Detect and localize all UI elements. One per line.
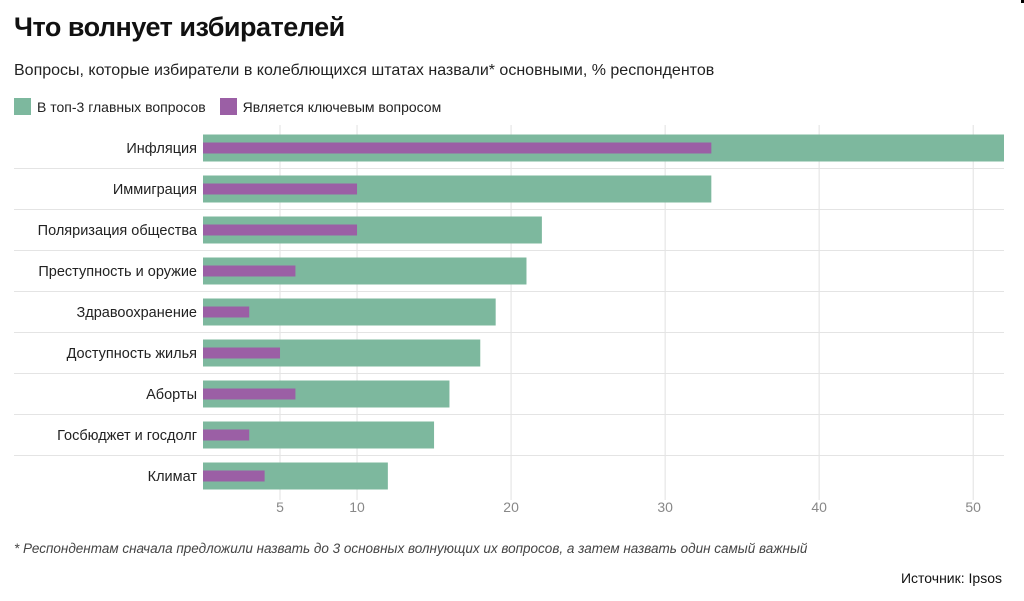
category-label-7: Госбюджет и госдолг [57,428,197,444]
legend-item-top3: В топ-3 главных вопросов [14,98,206,115]
bar-key-4 [203,306,250,318]
bar-key-5 [203,347,281,359]
chart-subtitle: Вопросы, которые избиратели в колеблющих… [14,62,715,79]
bar-key-7 [203,429,250,441]
category-label-4: Здравоохранение [77,305,197,321]
legend-label-top3: В топ-3 главных вопросов [37,98,206,115]
x-tick-label-0: 5 [276,499,284,515]
x-tick-label-3: 30 [657,499,673,515]
bar-top3-4 [203,298,496,326]
legend: В топ-3 главных вопросов Является ключев… [14,98,455,115]
legend-label-key: Является ключевым вопросом [242,98,442,115]
x-tick-label-5: 50 [965,499,981,515]
bar-key-8 [203,470,265,482]
category-label-6: Аборты [146,387,197,403]
category-label-3: Преступность и оружие [38,264,197,280]
x-tick-label-1: 10 [349,499,365,515]
legend-swatch-key [219,98,237,115]
category-label-8: Климат [148,469,198,485]
source-credit: Источник: Ipsos [900,570,1002,586]
category-label-0: Инфляция [126,141,197,157]
category-label-5: Доступность жилья [67,346,197,362]
legend-item-key: Является ключевым вопросом [219,98,442,115]
bar-key-1 [203,183,358,195]
footnote: * Респондентам сначала предложили назват… [14,541,808,556]
bar-chart: Инфляция Иммиграция Поляризация общества Пр… [14,125,1004,515]
category-label-2: Поляризация общества [38,223,198,239]
category-label-1: Иммиграция [113,182,197,198]
x-tick-label-2: 20 [503,499,519,515]
legend-swatch-top3 [14,98,31,115]
corner-mark [1021,0,1024,3]
chart-title: Что волнует избирателей [14,12,345,42]
bar-key-0 [203,142,712,154]
bar-key-2 [203,224,358,236]
x-tick-label-4: 40 [811,499,827,515]
bar-key-6 [203,388,296,400]
bar-key-3 [203,265,296,277]
